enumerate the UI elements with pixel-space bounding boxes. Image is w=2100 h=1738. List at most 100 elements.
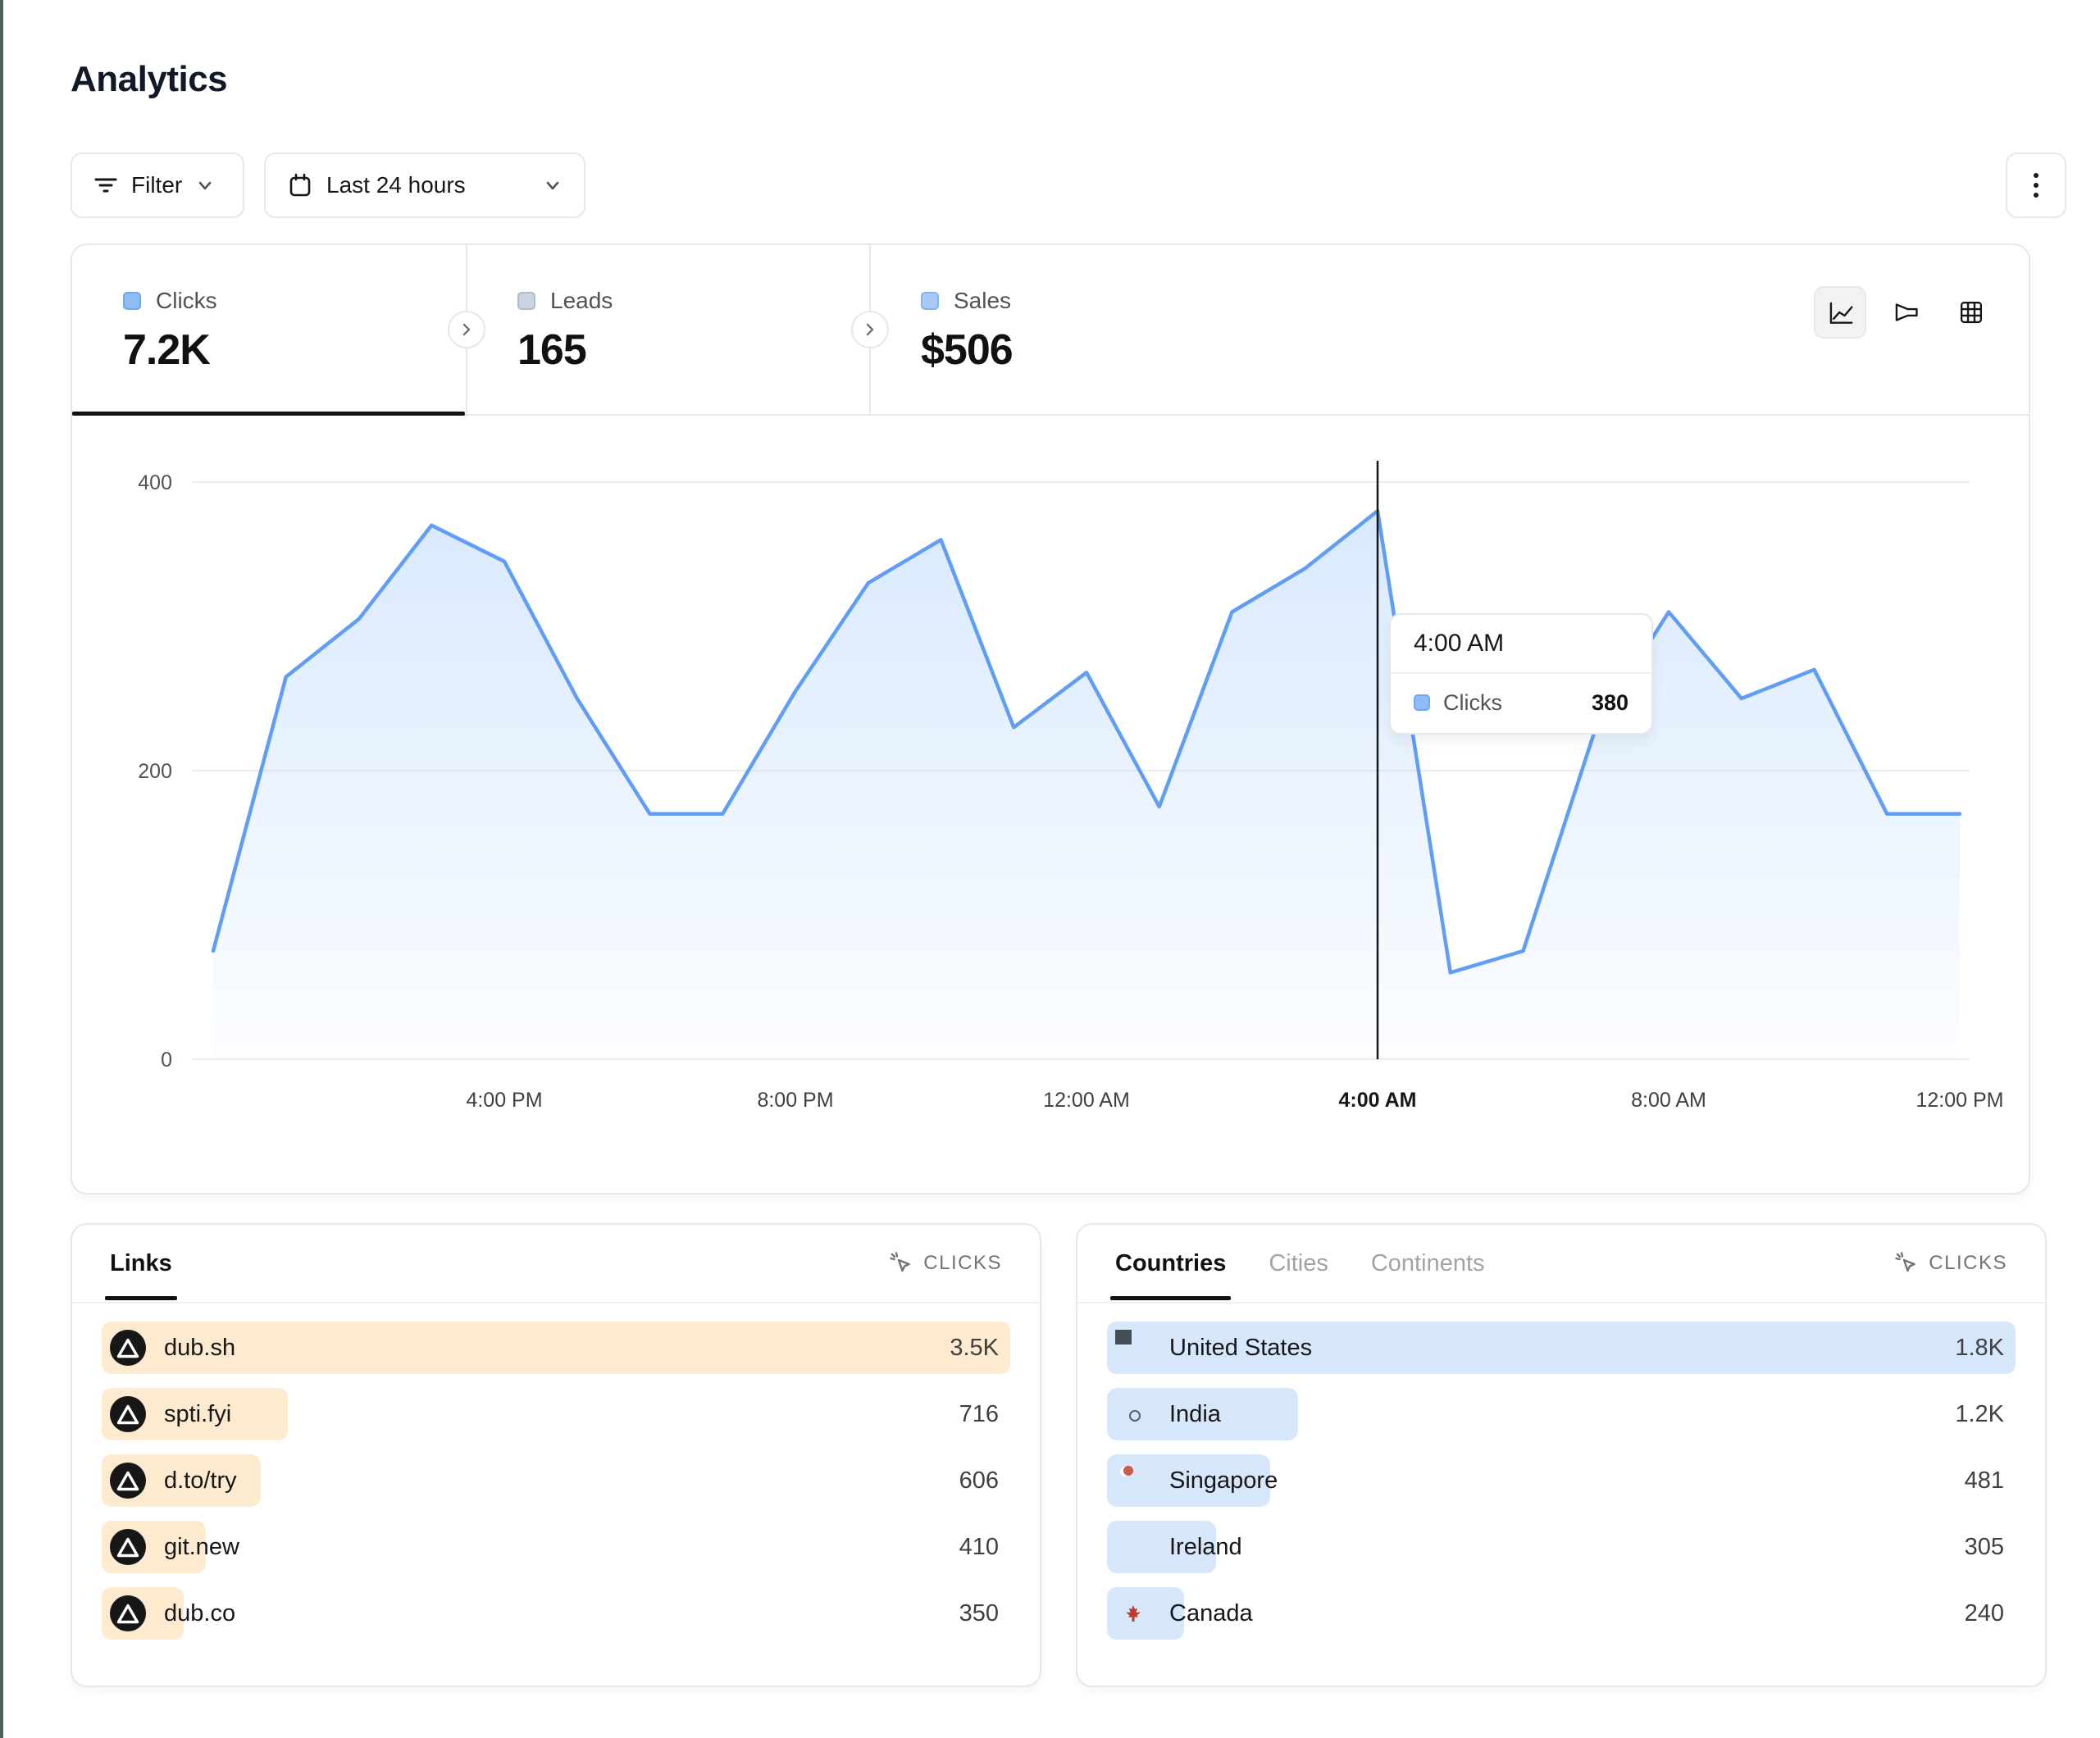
line-chart-toggle-button[interactable] (1814, 286, 1866, 339)
tooltip-value: 380 (1591, 689, 1629, 715)
clicks-swatch-icon (123, 292, 141, 310)
country-bar (1107, 1454, 1271, 1507)
country-row[interactable]: Singapore 481 (1107, 1454, 2016, 1507)
tab-countries[interactable]: Countries (1110, 1227, 1232, 1300)
active-tab-underline (105, 1295, 177, 1300)
links-panel-header: Links CLICKS (72, 1225, 1040, 1304)
chevron-down-icon (198, 181, 212, 190)
link-clicks-value: 350 (959, 1599, 999, 1627)
link-clicks-value: 3.5K (950, 1334, 999, 1361)
svg-text:12:00 AM: 12:00 AM (1043, 1089, 1130, 1112)
country-bar (1107, 1322, 2016, 1374)
more-options-button[interactable] (2006, 152, 2066, 218)
links-metric-selector[interactable]: CLICKS (889, 1251, 1002, 1276)
chart-tooltip: 4:00 AM Clicks 380 (1389, 613, 1653, 735)
country-row[interactable]: Ireland 305 (1107, 1521, 2016, 1573)
analytics-card: Clicks 7.2K Leads 165 (71, 243, 2030, 1194)
filter-label: Filter (131, 172, 183, 198)
chevron-right-icon (866, 323, 874, 336)
links-panel: Links CLICKS dub.sh 3.5K (71, 1223, 1041, 1687)
link-bar (102, 1322, 1010, 1374)
dub-logo-avatar (110, 1463, 146, 1499)
link-row[interactable]: d.to/try 606 (102, 1454, 1010, 1507)
line-chart-icon (1829, 302, 1853, 324)
stat-tab-clicks[interactable]: Clicks 7.2K (72, 245, 465, 416)
tab-links[interactable]: Links (105, 1227, 177, 1300)
tooltip-time-label: 4:00 AM (1391, 615, 1651, 674)
tab-cities[interactable]: Cities (1269, 1249, 1328, 1276)
svg-text:12:00 PM: 12:00 PM (1916, 1089, 2003, 1112)
countries-panel-header: Countries Cities Continents CLICKS (1077, 1225, 2045, 1304)
stat-label: Clicks (156, 288, 217, 313)
countries-rows: United States 1.8K India 1.2K Singapore … (1107, 1322, 2016, 1654)
stats-row: Clicks 7.2K Leads 165 (72, 245, 2029, 416)
country-clicks-value: 481 (1964, 1467, 2004, 1494)
link-label: dub.co (164, 1599, 236, 1627)
sales-swatch-icon (921, 292, 939, 310)
stat-value: 7.2K (123, 326, 211, 374)
cursor-click-icon (1895, 1252, 1916, 1272)
country-clicks-value: 240 (1964, 1599, 2004, 1627)
chevron-right-icon (462, 323, 471, 336)
svg-text:400: 400 (138, 471, 172, 494)
link-row[interactable]: git.new 410 (102, 1521, 1010, 1573)
link-row[interactable]: spti.fyi 716 (102, 1388, 1010, 1440)
country-row[interactable]: Canada 240 (1107, 1587, 2016, 1640)
svg-text:8:00 PM: 8:00 PM (757, 1089, 833, 1112)
stat-value: 165 (517, 326, 587, 374)
country-clicks-value: 1.2K (1955, 1400, 2004, 1427)
tab-continents[interactable]: Continents (1370, 1249, 1485, 1276)
funnel-chart-toggle-button[interactable] (1879, 286, 1932, 339)
clicks-time-series-chart[interactable]: 0 200 400 4:00 PM 8:00 PM 12:00 AM 4:00 AM 8:00… (72, 416, 2029, 1193)
svg-text:4:00 PM: 4:00 PM (466, 1089, 542, 1112)
svg-text:4:00 AM: 4:00 AM (1339, 1089, 1417, 1112)
active-tab-underline (72, 412, 465, 416)
chart-type-toggles (1814, 286, 1998, 339)
country-row[interactable]: India 1.2K (1107, 1388, 2016, 1440)
metric-label: CLICKS (1929, 1252, 2007, 1274)
kebab-menu-icon (2034, 173, 2039, 198)
stat-tab-sales[interactable]: Sales $506 (870, 245, 1272, 414)
dub-logo-avatar (110, 1595, 146, 1631)
filter-icon (94, 178, 117, 193)
links-rows: dub.sh 3.5K spti.fyi 716 d.to/try 606 gi… (102, 1322, 1010, 1654)
link-row[interactable]: dub.co 350 (102, 1587, 1010, 1640)
dub-logo-avatar (110, 1396, 146, 1432)
country-bar (1107, 1587, 1185, 1640)
country-row[interactable]: United States 1.8K (1107, 1322, 2016, 1374)
link-clicks-value: 716 (959, 1400, 999, 1427)
link-label: dub.sh (164, 1334, 236, 1361)
countries-metric-selector[interactable]: CLICKS (1894, 1251, 2007, 1276)
grid-table-icon (1960, 301, 1983, 324)
funnel-icon (1895, 303, 1918, 321)
leads-swatch-icon (517, 292, 535, 310)
chevron-down-icon (546, 181, 559, 190)
stat-tab-leads[interactable]: Leads 165 (467, 245, 868, 414)
country-label: Canada (1169, 1599, 1253, 1627)
window-edge (0, 0, 3, 1738)
link-label: spti.fyi (164, 1400, 232, 1427)
dub-logo-avatar (110, 1330, 146, 1366)
stat-label: Sales (954, 288, 1012, 313)
expand-leads-button[interactable] (448, 311, 485, 348)
metric-label: CLICKS (923, 1252, 1002, 1274)
stat-label: Leads (550, 288, 613, 313)
table-view-toggle-button[interactable] (1945, 286, 1998, 339)
date-range-label: Last 24 hours (326, 172, 466, 198)
link-row[interactable]: dub.sh 3.5K (102, 1322, 1010, 1374)
country-clicks-value: 305 (1964, 1533, 2004, 1560)
stat-value: $506 (921, 326, 1014, 374)
active-tab-underline (1110, 1295, 1232, 1300)
country-label: Ireland (1169, 1533, 1242, 1560)
date-range-button[interactable]: Last 24 hours (264, 152, 585, 218)
link-label: d.to/try (164, 1467, 237, 1494)
link-clicks-value: 410 (959, 1533, 999, 1560)
page-title: Analytics (71, 59, 228, 99)
svg-text:200: 200 (138, 760, 172, 783)
country-clicks-value: 1.8K (1955, 1334, 2004, 1361)
filter-button[interactable]: Filter (71, 152, 244, 218)
link-clicks-value: 606 (959, 1467, 999, 1494)
tooltip-series-label: Clicks (1443, 689, 1502, 715)
expand-sales-button[interactable] (851, 311, 889, 348)
